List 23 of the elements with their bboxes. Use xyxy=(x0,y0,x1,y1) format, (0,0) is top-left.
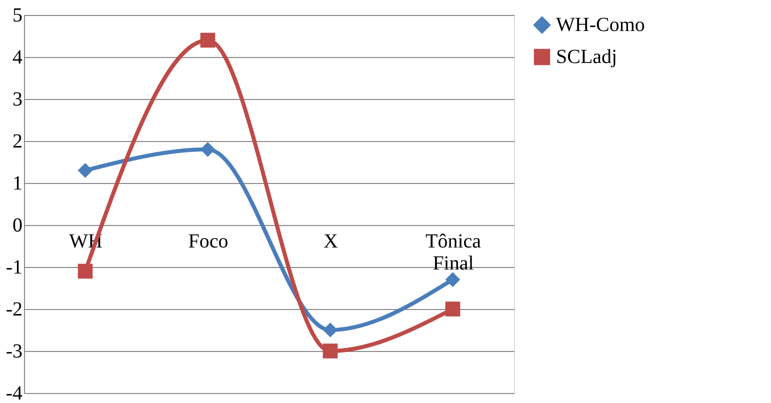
y-tick-label: -3 xyxy=(6,340,22,362)
point xyxy=(322,344,338,358)
point xyxy=(322,322,338,338)
y-tick-label: 0 xyxy=(12,214,22,236)
legend-label: SCLadj xyxy=(556,46,618,68)
legend-label: WH-Como xyxy=(556,14,645,36)
y-tick-label: -4 xyxy=(6,382,22,403)
y-tick-label: -1 xyxy=(6,256,22,278)
x-tick-label: Foco xyxy=(188,230,228,252)
x-tick-label: Tônica Final xyxy=(425,230,482,274)
y-tick-label: 2 xyxy=(12,130,22,152)
point xyxy=(445,302,460,316)
y-tick-label: 3 xyxy=(12,88,22,110)
point xyxy=(200,32,216,48)
y-tick-label: 1 xyxy=(12,172,22,194)
point xyxy=(78,162,93,178)
point xyxy=(78,264,93,279)
point xyxy=(445,272,460,288)
x-tick-label: X xyxy=(324,230,339,252)
y-tick-label: -2 xyxy=(6,298,22,320)
y-tick-label: 5 xyxy=(12,4,22,26)
y-tick-label: 4 xyxy=(12,46,22,68)
point xyxy=(200,142,216,157)
